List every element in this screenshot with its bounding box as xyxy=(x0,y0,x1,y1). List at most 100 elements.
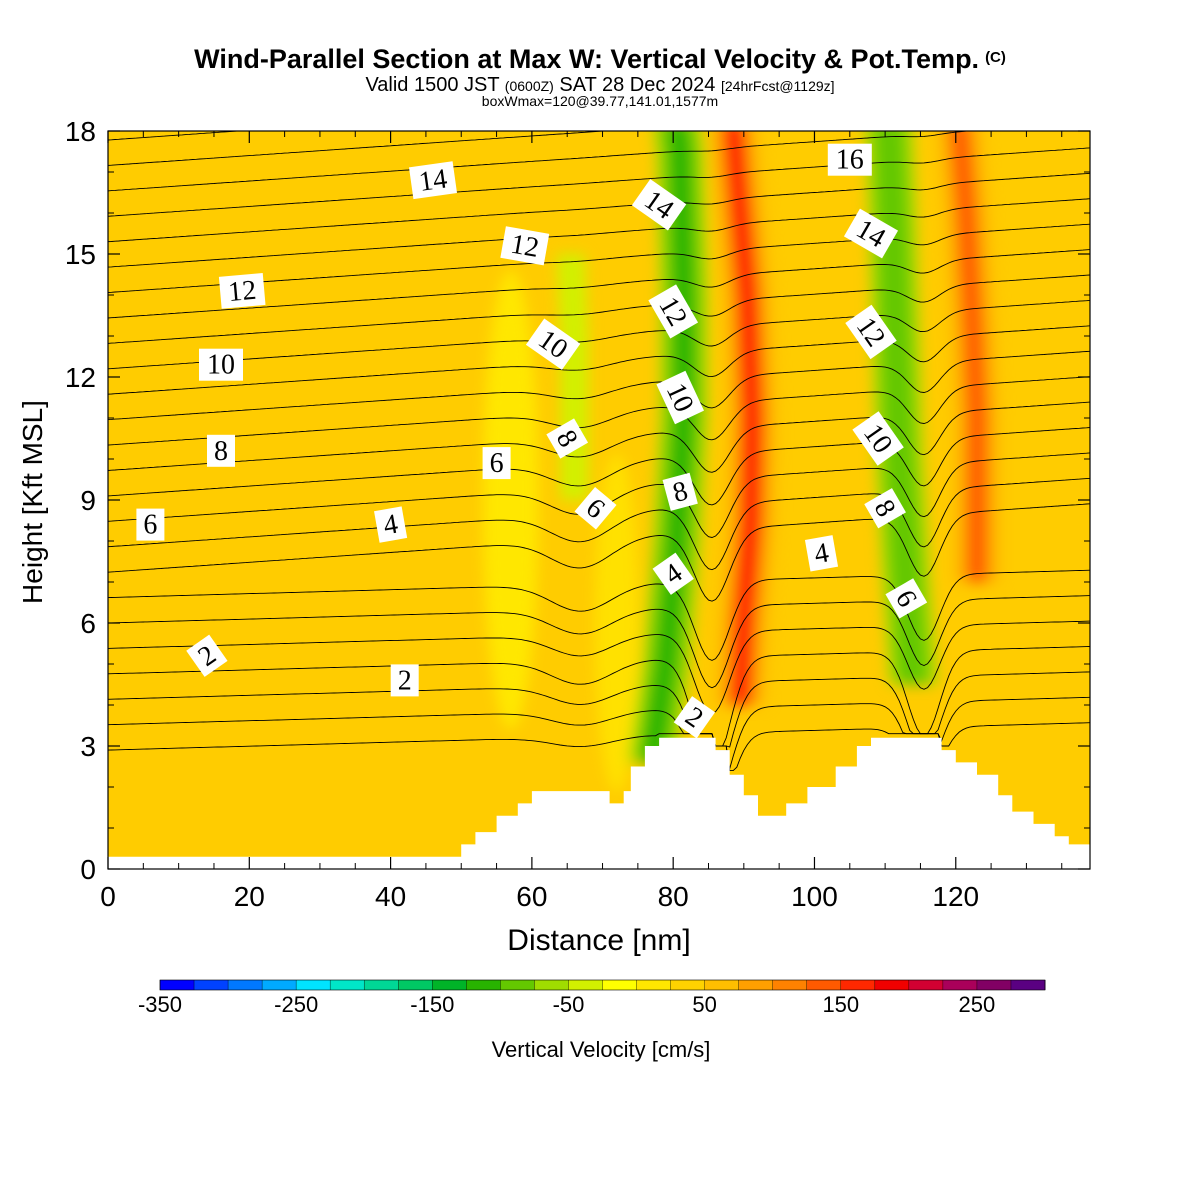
theta-contour-line xyxy=(108,646,1090,747)
colorbar-tick-label: 50 xyxy=(692,992,716,1017)
colorbar-swatch xyxy=(874,980,910,990)
contour-label: 16 xyxy=(827,143,872,176)
theta-contour-line xyxy=(108,427,1090,506)
colorbar-label: Vertical Velocity [cm/s] xyxy=(492,1037,711,1062)
contour-label: 6 xyxy=(885,578,928,619)
contour-label: 6 xyxy=(136,508,165,541)
colorbar-swatch xyxy=(908,980,944,990)
x-tick-label: 0 xyxy=(100,881,116,912)
theta-contour-line xyxy=(108,350,1090,421)
y-axis-label: Height [Kft MSL] xyxy=(17,400,48,604)
colorbar-swatch xyxy=(942,980,978,990)
valid-utc: (0600Z) xyxy=(504,78,554,94)
theta-contour-line xyxy=(108,46,1090,114)
contour-label: 2 xyxy=(390,664,419,697)
contour-label: 12 xyxy=(500,226,550,266)
updraft-band-1 xyxy=(722,131,764,705)
theta-contour-line xyxy=(108,401,1090,473)
colorbar-swatch xyxy=(704,980,740,990)
contour-label-text: 4 xyxy=(812,537,831,570)
theta-contour-line xyxy=(108,569,1090,661)
colorbar-swatch xyxy=(466,980,501,990)
contour-label: 8 xyxy=(207,434,235,467)
contour-label: 8 xyxy=(546,418,589,459)
colorbar-swatch xyxy=(1010,980,1046,990)
theta-contour-line xyxy=(108,198,1090,268)
updraft-band-2 xyxy=(950,131,986,582)
colorbar-tick-label: -150 xyxy=(410,992,454,1017)
valid-prefix: Valid 1500 JST xyxy=(365,74,500,96)
y-tick-label: 0 xyxy=(80,854,96,885)
theta-contour-line xyxy=(108,620,1090,714)
y-tick-label: 6 xyxy=(80,608,96,639)
contour-label-text: 12 xyxy=(508,229,541,264)
colorbar-swatch xyxy=(840,980,876,990)
colorbar-swatch xyxy=(228,980,263,990)
x-tick-label: 20 xyxy=(234,881,265,912)
x-tick-label: 60 xyxy=(516,881,547,912)
colorbar-swatch xyxy=(364,980,399,990)
y-tick-label: 15 xyxy=(65,239,96,270)
downdraft-band-1 xyxy=(643,131,693,763)
theta-contour-line xyxy=(108,299,1090,370)
contour-label: 4 xyxy=(374,506,408,543)
contour-label-text: 6 xyxy=(143,510,157,541)
colorbar-swatch xyxy=(670,980,706,990)
x-tick-label: 120 xyxy=(932,881,979,912)
theta-contour-line xyxy=(108,376,1090,446)
colorbar-swatch xyxy=(160,980,195,990)
theta-contour-line xyxy=(108,249,1090,319)
colorbar-swatch xyxy=(500,980,535,990)
contour-label: 8 xyxy=(864,488,906,529)
colorbar-tick-label: -50 xyxy=(553,992,585,1017)
theta-contour-line xyxy=(108,477,1090,571)
chart-title: Wind-Parallel Section at Max W: Vertical… xyxy=(0,44,1200,75)
contour-label-text: 2 xyxy=(398,665,412,696)
colorbar-swatch xyxy=(432,980,467,990)
contour-label-text: 16 xyxy=(836,145,864,176)
theta-contour-line xyxy=(108,147,1090,217)
forecast-info: [24hrFcst@1129z] xyxy=(720,78,835,94)
y-tick-label: 12 xyxy=(65,362,96,393)
theta-contour-line xyxy=(108,131,245,141)
contour-label-text: 6 xyxy=(490,448,504,479)
colorbar-tick-label: 150 xyxy=(822,992,859,1017)
theta-contour-line xyxy=(108,595,1090,689)
contour-label: 4 xyxy=(804,535,839,572)
contour-label: 12 xyxy=(218,273,266,309)
downdraft-band-2 xyxy=(881,131,922,685)
y-tick-label: 9 xyxy=(80,485,96,516)
contour-label-text: 12 xyxy=(227,275,258,308)
colorbar-swatch xyxy=(738,980,774,990)
theta-contour-line xyxy=(108,131,975,192)
axes: 0 20 40 60 80 100 120 0 3 6 9 12 15 18 xyxy=(65,116,1090,912)
weak-downdraft-band xyxy=(594,453,639,793)
x-axis-label: Distance [nm] xyxy=(507,924,690,957)
contour-label-text: 8 xyxy=(214,436,228,467)
copyright-mark: (C) xyxy=(985,49,1006,66)
theta-contours xyxy=(108,46,1090,772)
contour-label-text: 4 xyxy=(381,509,400,542)
terrain-mask xyxy=(108,737,1090,869)
colorbar-swatch xyxy=(976,980,1012,990)
colorbar-swatch xyxy=(772,980,808,990)
theta-contour-line xyxy=(108,172,1090,243)
terrain xyxy=(108,737,1090,869)
theta-contour-line xyxy=(108,503,1090,602)
colorbar-swatch xyxy=(568,980,603,990)
x-tick-label: 80 xyxy=(658,881,689,912)
colorbar-tick-label: -250 xyxy=(274,992,318,1017)
contour-label: 10 xyxy=(199,348,243,381)
y-tick-label: 18 xyxy=(65,116,96,147)
x-tick-label: 40 xyxy=(375,881,406,912)
theta-contour-line xyxy=(108,274,1090,344)
colorbar-swatch xyxy=(262,980,297,990)
title-text: Wind-Parallel Section at Max W: Vertical… xyxy=(194,44,980,74)
y-tick-label: 3 xyxy=(80,731,96,762)
colorbar-swatch xyxy=(806,980,842,990)
x-tick-label: 100 xyxy=(791,881,838,912)
colorbar-swatch xyxy=(330,980,365,990)
colorbar-swatch xyxy=(534,980,569,990)
colorbar-swatch xyxy=(194,980,229,990)
